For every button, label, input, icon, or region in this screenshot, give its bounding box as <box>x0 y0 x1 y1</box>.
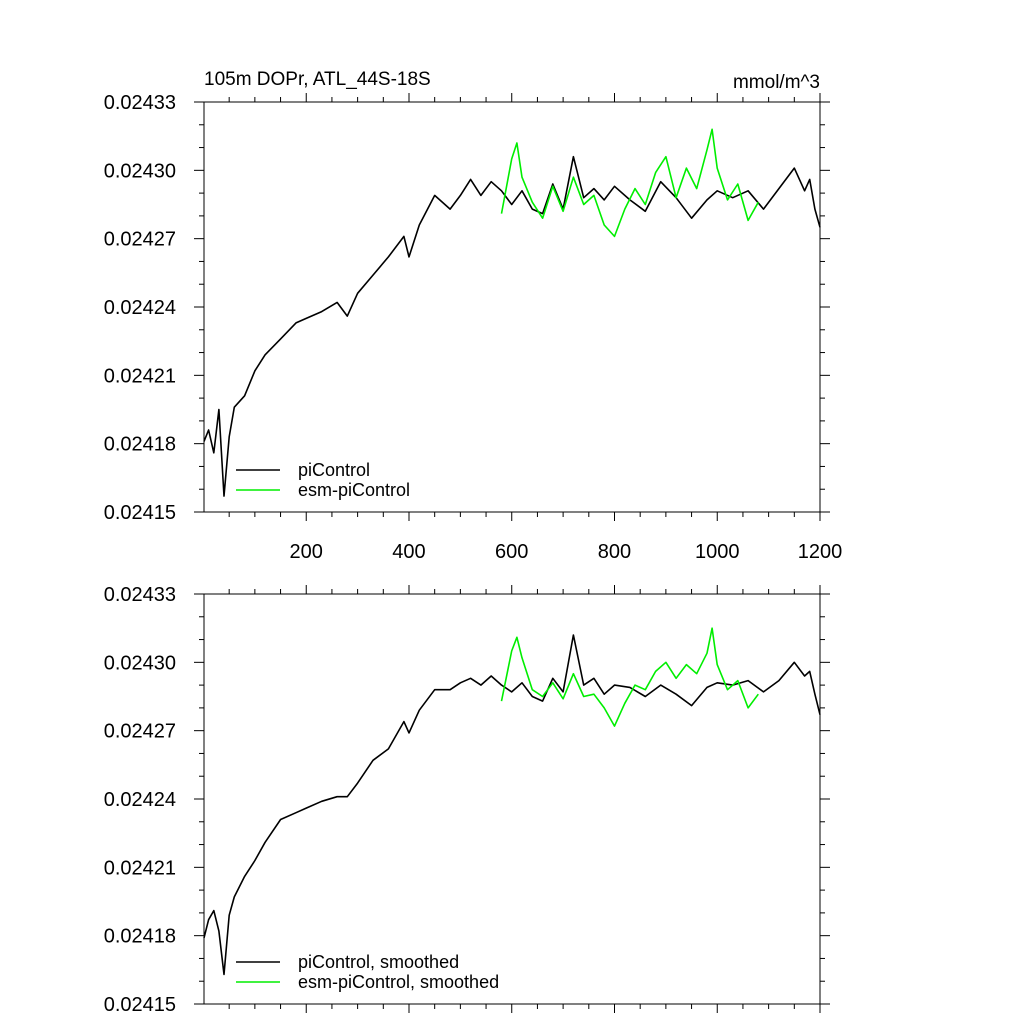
top-series-lines <box>203 128 821 497</box>
legend-label-picontrol-smoothed: piControl, smoothed <box>298 952 459 972</box>
top-panel: 105m DOPr, ATL_44S-18S mmol/m^3 0.024150… <box>104 69 843 563</box>
legend-label-picontrol: piControl <box>298 460 370 480</box>
bottom-legend: piControl, smoothed esm-piControl, smoot… <box>236 952 499 992</box>
top-legend: piControl esm-piControl <box>236 460 410 500</box>
x-tick-label: 200 <box>290 541 323 563</box>
bottom-series-lines <box>203 627 821 976</box>
series-line-picontrol-smoothed <box>203 634 821 976</box>
x-tick-label: 1200 <box>798 541 843 563</box>
legend-label-esm-picontrol-smoothed: esm-piControl, smoothed <box>298 972 499 992</box>
series-line-esm-picontrol-smoothed <box>500 627 759 727</box>
y-tick-label: 0.02433 <box>104 92 176 114</box>
y-tick-label: 0.02427 <box>104 721 176 743</box>
y-tick-label: 0.02430 <box>104 652 176 674</box>
y-tick-label: 0.02430 <box>104 160 176 182</box>
x-tick-label: 400 <box>392 541 425 563</box>
y-tick-label: 0.02418 <box>104 434 176 456</box>
y-tick-label: 0.02424 <box>104 297 176 319</box>
top-panel-title: 105m DOPr, ATL_44S-18S <box>204 69 431 90</box>
y-tick-label: 0.02415 <box>104 502 176 524</box>
x-tick-label: 1000 <box>695 541 740 563</box>
top-y-tick-labels: 0.02415 0.02418 0.02421 0.02424 0.02427 0.024… <box>104 92 176 524</box>
top-x-tick-labels: 200 400 600 800 1000 1200 <box>290 541 843 563</box>
y-tick-label: 0.02415 <box>104 994 176 1016</box>
y-tick-label: 0.02421 <box>104 857 176 879</box>
y-tick-label: 0.02433 <box>104 584 176 606</box>
bottom-panel: 0.02415 0.02418 0.02421 0.02424 0.02427 0.024… <box>104 584 830 1016</box>
top-axis-ticks <box>194 93 830 521</box>
y-tick-label: 0.02424 <box>104 789 176 811</box>
y-tick-label: 0.02421 <box>104 365 176 387</box>
legend-label-esm-picontrol: esm-piControl <box>298 480 410 500</box>
bottom-axis-ticks <box>194 585 830 1013</box>
top-panel-units: mmol/m^3 <box>733 72 820 93</box>
x-tick-label: 600 <box>495 541 528 563</box>
x-tick-label: 800 <box>598 541 631 563</box>
bottom-y-tick-labels: 0.02415 0.02418 0.02421 0.02424 0.02427 0.024… <box>104 584 176 1016</box>
y-tick-label: 0.02427 <box>104 229 176 251</box>
series-line-esm-picontrol <box>500 128 759 238</box>
series-line-picontrol <box>203 155 821 497</box>
y-tick-label: 0.02418 <box>104 926 176 948</box>
